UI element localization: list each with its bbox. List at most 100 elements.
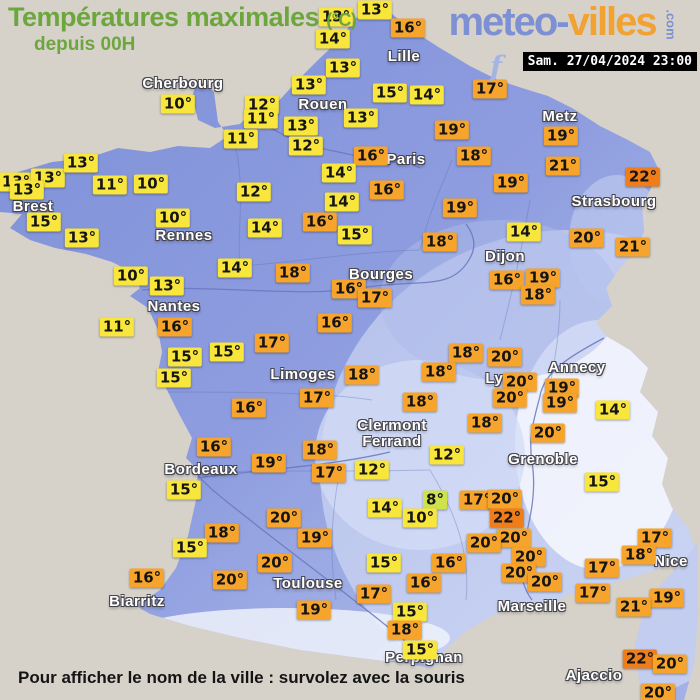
temp-badge[interactable]: 19° <box>525 268 561 288</box>
temp-badge[interactable]: 20° <box>266 508 302 528</box>
temp-badge[interactable]: 15° <box>209 342 245 362</box>
temp-badge[interactable]: 21° <box>616 597 652 617</box>
temp-badge[interactable]: 12° <box>236 182 272 202</box>
temp-badge[interactable]: 16° <box>406 573 442 593</box>
temp-badge[interactable]: 20° <box>652 654 688 674</box>
temp-badge[interactable]: 19° <box>543 126 579 146</box>
temp-badge[interactable]: 18° <box>344 365 380 385</box>
temp-badge[interactable]: 14° <box>321 163 357 183</box>
temp-badge[interactable]: 15° <box>372 83 408 103</box>
temp-badge[interactable]: 13° <box>325 58 361 78</box>
temp-badge[interactable]: 10° <box>133 174 169 194</box>
temp-badge[interactable]: 13° <box>318 7 354 27</box>
temp-badge[interactable]: 16° <box>129 568 165 588</box>
temp-badge[interactable]: 14° <box>247 218 283 238</box>
temp-badge[interactable]: 14° <box>506 222 542 242</box>
temp-badge[interactable]: 12° <box>429 445 465 465</box>
temp-badge[interactable]: 18° <box>520 285 556 305</box>
temp-badge[interactable]: 18° <box>387 620 423 640</box>
temp-badge[interactable]: 16° <box>302 212 338 232</box>
temp-badge[interactable]: 16° <box>317 313 353 333</box>
temp-badge[interactable]: 15° <box>337 225 373 245</box>
temp-badge[interactable]: 16° <box>157 317 193 337</box>
temp-badge[interactable]: 11° <box>99 317 135 337</box>
temp-badge[interactable]: 18° <box>422 232 458 252</box>
temp-badge[interactable]: 15° <box>392 602 428 622</box>
temp-badge[interactable]: 17° <box>575 583 611 603</box>
temp-badge[interactable]: 16° <box>431 553 467 573</box>
temp-badge[interactable]: 16° <box>489 270 525 290</box>
temp-badge[interactable]: 15° <box>172 538 208 558</box>
temp-badge[interactable]: 18° <box>204 523 240 543</box>
temp-badge[interactable]: 13° <box>291 75 327 95</box>
temp-badge[interactable]: 13° <box>357 0 393 20</box>
temp-badge[interactable]: 16° <box>390 18 426 38</box>
temp-badge[interactable]: 14° <box>367 498 403 518</box>
temp-badge[interactable]: 17° <box>311 463 347 483</box>
temp-badge[interactable]: 20° <box>487 489 523 509</box>
temp-badge[interactable]: 19° <box>493 173 529 193</box>
temp-badge[interactable]: 20° <box>466 533 502 553</box>
temp-badge[interactable]: 18° <box>302 440 338 460</box>
temp-badge[interactable]: 20° <box>511 547 547 567</box>
temp-badge[interactable]: 18° <box>402 392 438 412</box>
temp-badge[interactable]: 13° <box>63 153 99 173</box>
temp-badge[interactable]: 15° <box>26 212 62 232</box>
temp-badge[interactable]: 17° <box>356 584 392 604</box>
temp-badge[interactable]: 19° <box>544 378 580 398</box>
temp-badge[interactable]: 10° <box>113 266 149 286</box>
temp-badge[interactable]: 20° <box>530 423 566 443</box>
temp-badge[interactable]: 10° <box>402 508 438 528</box>
temp-badge[interactable]: 12° <box>354 460 390 480</box>
temp-badge[interactable]: 16° <box>353 146 389 166</box>
temp-badge[interactable]: 21° <box>545 156 581 176</box>
temp-badge[interactable]: 17° <box>472 79 508 99</box>
temp-badge[interactable]: 13° <box>343 108 379 128</box>
temp-badge[interactable]: 20° <box>527 572 563 592</box>
meteo-villes-logo[interactable]: meteo-villes .com <box>448 0 686 45</box>
temp-badge[interactable]: 16° <box>331 279 367 299</box>
temp-badge[interactable]: 14° <box>595 400 631 420</box>
temp-badge[interactable]: 15° <box>366 553 402 573</box>
temp-badge[interactable]: 14° <box>315 29 351 49</box>
temp-badge[interactable]: 18° <box>467 413 503 433</box>
temp-badge[interactable]: 11° <box>92 175 128 195</box>
temp-badge[interactable]: 18° <box>621 545 657 565</box>
temp-badge[interactable]: 15° <box>167 347 203 367</box>
temp-badge[interactable]: 22° <box>622 649 658 669</box>
temp-badge[interactable]: 15° <box>584 472 620 492</box>
temp-badge[interactable]: 17° <box>254 333 290 353</box>
temp-badge[interactable]: 19° <box>296 600 332 620</box>
temp-badge[interactable]: 17° <box>299 388 335 408</box>
temp-badge[interactable]: 20° <box>502 372 538 392</box>
temp-badge[interactable]: 11° <box>243 109 279 129</box>
temp-badge[interactable]: 18° <box>421 362 457 382</box>
temp-badge[interactable]: 15° <box>156 368 192 388</box>
temp-badge[interactable]: 18° <box>456 146 492 166</box>
temp-badge[interactable]: 19° <box>251 453 287 473</box>
temp-badge[interactable]: 13° <box>9 180 45 200</box>
temp-badge[interactable]: 19° <box>297 528 333 548</box>
temp-badge[interactable]: 14° <box>409 85 445 105</box>
temp-badge[interactable]: 13° <box>149 276 185 296</box>
temp-badge[interactable]: 22° <box>489 508 525 528</box>
temp-badge[interactable]: 21° <box>615 237 651 257</box>
temp-badge[interactable]: 20° <box>501 563 537 583</box>
temp-badge[interactable]: 10° <box>155 208 191 228</box>
temp-badge[interactable]: 20° <box>487 347 523 367</box>
temp-badge[interactable]: 19° <box>542 393 578 413</box>
temp-badge[interactable]: 11° <box>223 129 259 149</box>
temp-badge[interactable]: 17° <box>584 558 620 578</box>
temp-badge[interactable]: 20° <box>496 528 532 548</box>
temp-badge[interactable]: 13° <box>283 116 319 136</box>
temp-badge[interactable]: 20° <box>569 228 605 248</box>
temp-badge[interactable]: 16° <box>196 437 232 457</box>
temp-badge[interactable]: 20° <box>257 553 293 573</box>
temp-badge[interactable]: 17° <box>357 288 393 308</box>
temp-badge[interactable]: 17° <box>459 490 495 510</box>
temp-badge[interactable]: 17° <box>637 528 673 548</box>
temp-badge[interactable]: 20° <box>212 570 248 590</box>
temp-badge[interactable]: 14° <box>217 258 253 278</box>
temp-badge[interactable]: 16° <box>231 398 267 418</box>
temp-badge[interactable]: 18° <box>275 263 311 283</box>
